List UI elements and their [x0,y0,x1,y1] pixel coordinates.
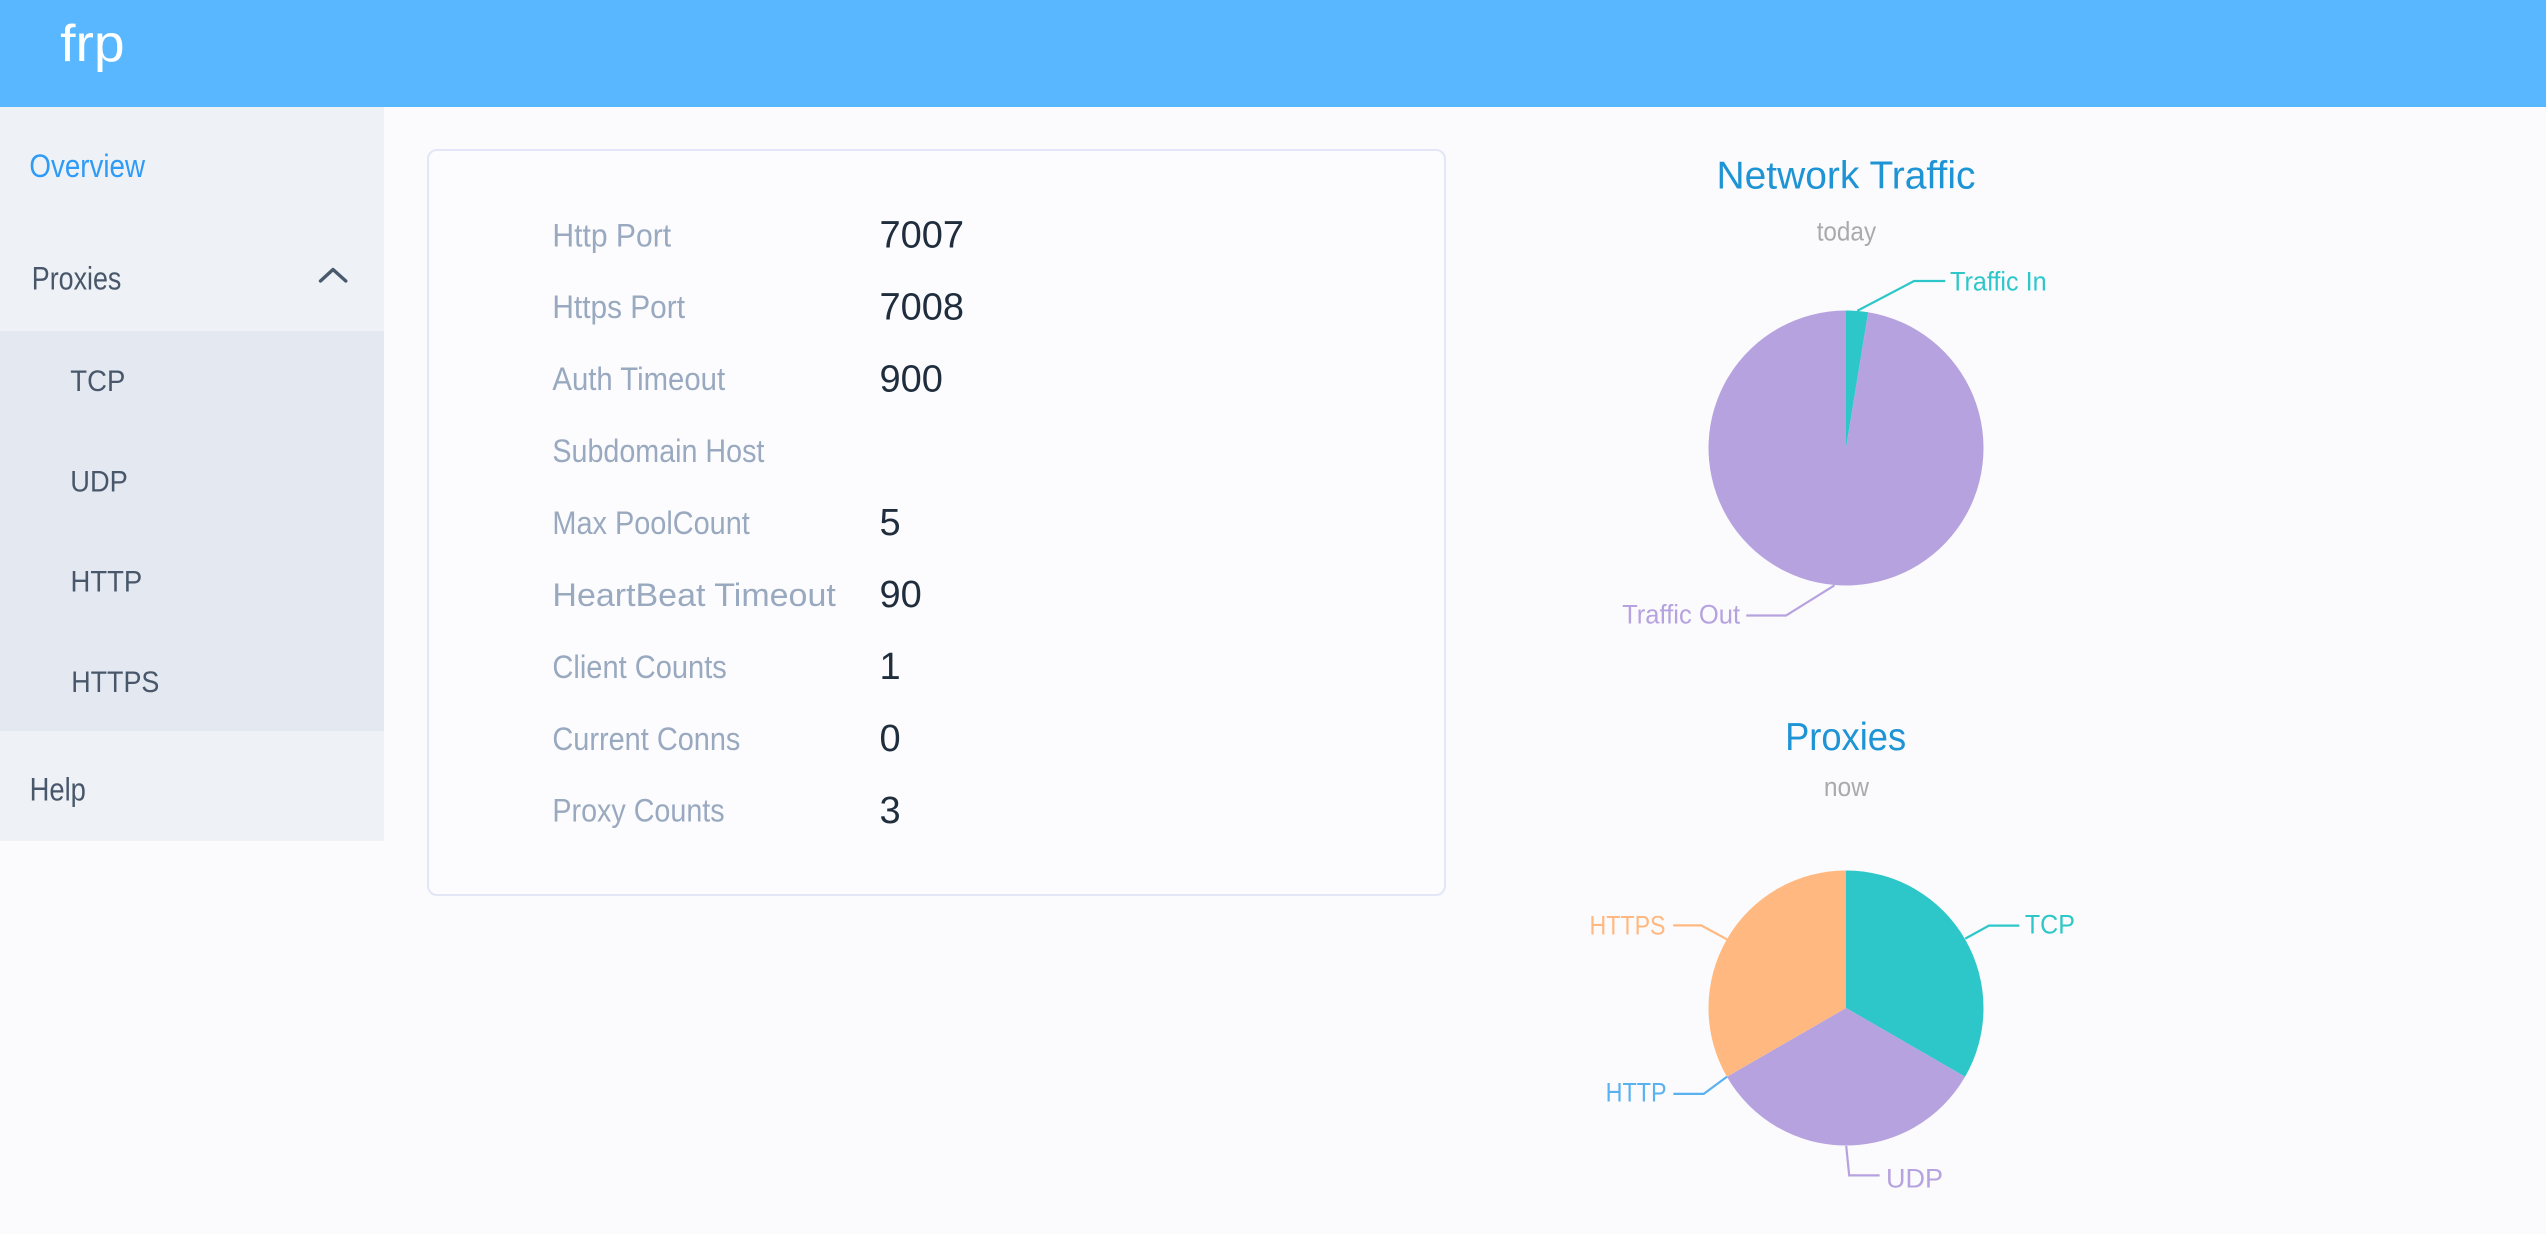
svg-text:today: today [1817,216,1877,246]
svg-text:UDP: UDP [1886,1164,1943,1194]
svg-text:Help: Help [30,772,86,808]
svg-text:900: 900 [880,358,943,400]
svg-text:Proxies: Proxies [1785,716,1906,759]
svg-text:0: 0 [880,718,901,760]
svg-text:HTTPS: HTTPS [71,666,159,699]
svg-text:TCP: TCP [70,365,125,398]
svg-text:TCP: TCP [2025,910,2075,940]
svg-text:Client Counts: Client Counts [552,649,726,685]
svg-text:1: 1 [880,646,901,688]
svg-text:Overview: Overview [29,148,145,184]
svg-text:Proxies: Proxies [32,260,122,296]
svg-text:Traffic Out: Traffic Out [1622,600,1740,630]
svg-text:Current Conns: Current Conns [552,721,740,757]
svg-text:frp: frp [60,15,125,73]
svg-text:Subdomain Host: Subdomain Host [552,433,764,469]
svg-text:Auth Timeout: Auth Timeout [552,361,725,397]
svg-text:UDP: UDP [70,466,128,499]
svg-text:90: 90 [880,574,922,616]
svg-text:HTTP: HTTP [71,566,143,599]
svg-text:HTTP: HTTP [1606,1078,1667,1108]
svg-text:Traffic In: Traffic In [1950,267,2047,297]
svg-text:7007: 7007 [880,215,965,257]
svg-text:HeartBeat Timeout: HeartBeat Timeout [552,577,836,613]
svg-text:5: 5 [880,502,901,544]
svg-text:3: 3 [880,790,901,832]
svg-text:7008: 7008 [880,286,965,328]
svg-text:Http Port: Http Port [552,217,671,253]
svg-text:Max PoolCount: Max PoolCount [552,505,749,541]
svg-text:HTTPS: HTTPS [1590,911,1666,941]
svg-text:Proxy Counts: Proxy Counts [552,793,724,829]
svg-text:Https Port: Https Port [552,289,685,325]
svg-text:Network Traffic: Network Traffic [1717,155,1976,198]
svg-text:now: now [1824,772,1870,802]
